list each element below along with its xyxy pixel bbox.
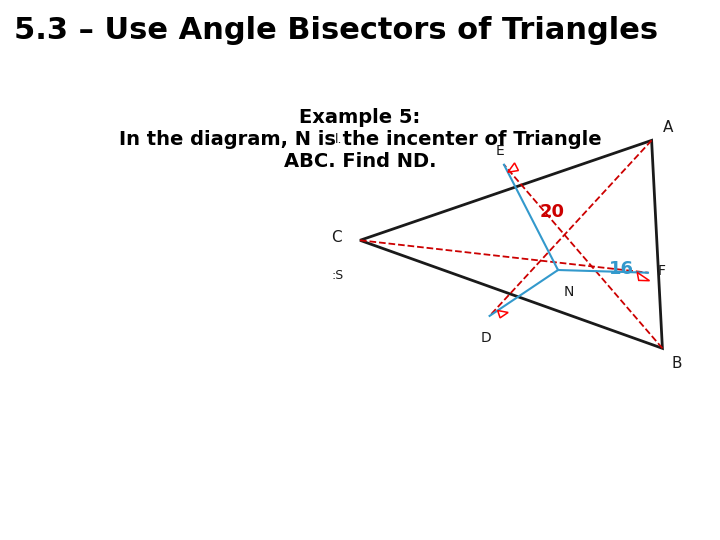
Text: C: C <box>331 230 342 245</box>
Text: 16: 16 <box>608 260 634 278</box>
Text: N: N <box>564 285 574 299</box>
Text: F: F <box>657 264 665 278</box>
Text: l.: l. <box>335 133 342 146</box>
Text: B: B <box>671 356 682 372</box>
Text: Example 5:
In the diagram, N is the incenter of Triangle
ABC. Find ND.: Example 5: In the diagram, N is the ince… <box>119 108 601 171</box>
Text: 20: 20 <box>540 203 565 221</box>
Text: A: A <box>662 120 672 135</box>
Text: E: E <box>496 144 505 158</box>
Text: 5.3 – Use Angle Bisectors of Triangles: 5.3 – Use Angle Bisectors of Triangles <box>14 16 659 45</box>
Text: D: D <box>481 331 491 345</box>
Text: :S: :S <box>331 269 343 282</box>
